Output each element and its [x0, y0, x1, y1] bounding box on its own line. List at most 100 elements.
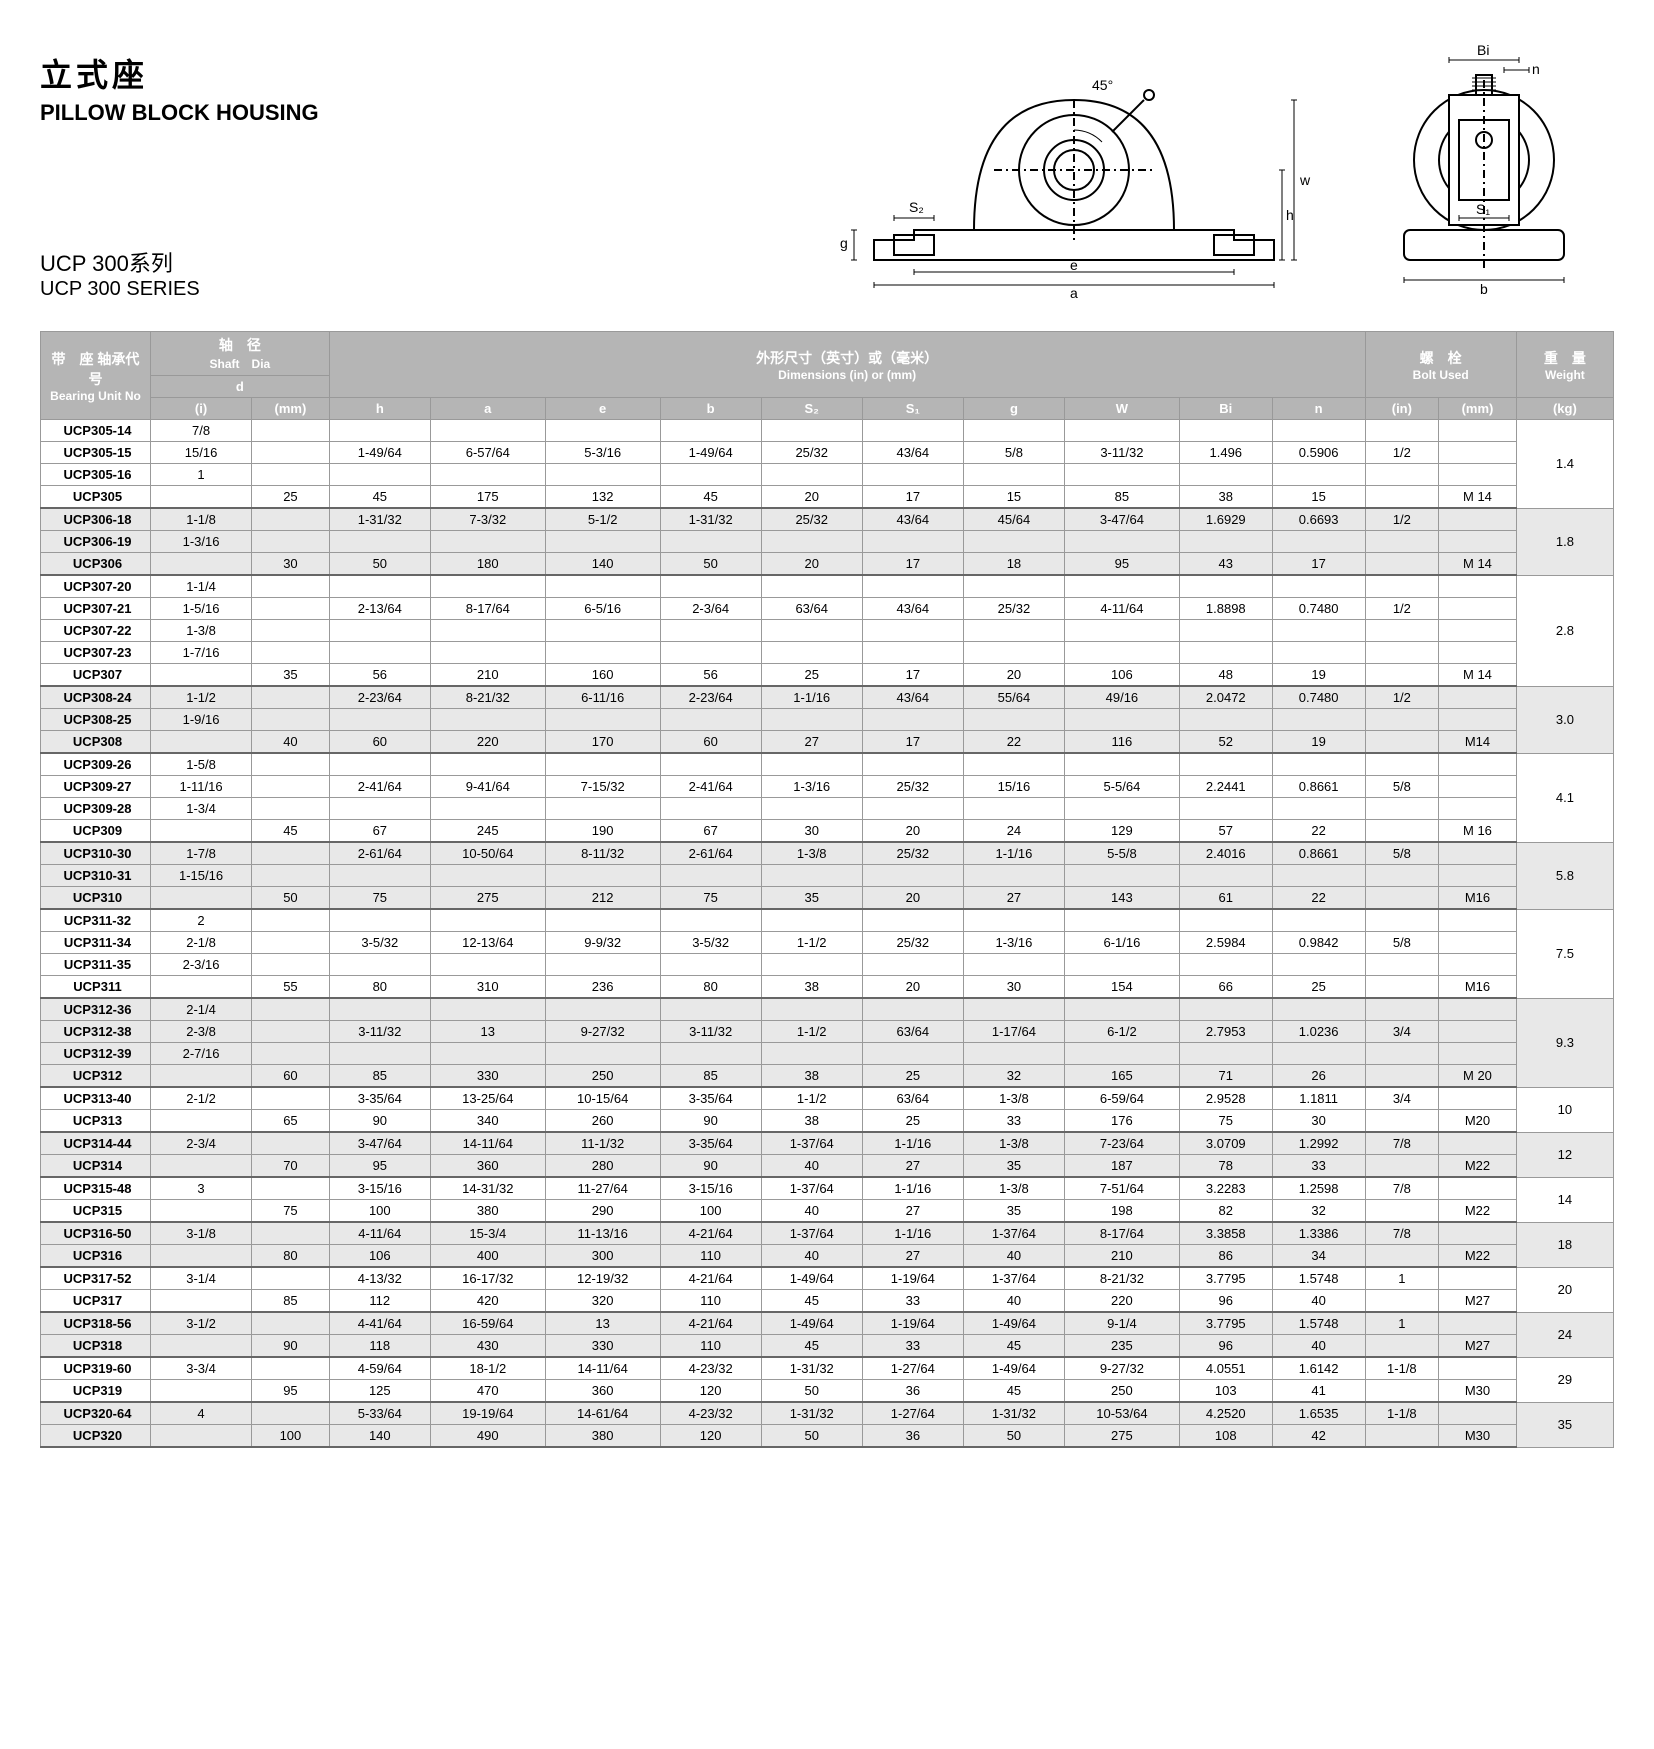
cell-s2: 1-1/2 — [761, 1021, 862, 1043]
cell-s1: 1-19/64 — [862, 1312, 963, 1335]
cell-g — [963, 998, 1064, 1021]
cell-e: 212 — [545, 887, 660, 910]
cell-bin: 3/4 — [1365, 1021, 1439, 1043]
cell-n — [1272, 531, 1365, 553]
cell-s2: 27 — [761, 731, 862, 754]
cell-in: 1-3/4 — [151, 798, 252, 820]
cell-s2 — [761, 531, 862, 553]
svg-text:n: n — [1532, 61, 1540, 77]
cell-n — [1272, 998, 1365, 1021]
cell-partno: UCP313-40 — [41, 1087, 151, 1110]
cell-mm — [252, 932, 330, 954]
cell-bi — [1179, 954, 1272, 976]
cell-n: 42 — [1272, 1425, 1365, 1448]
cell-g: 33 — [963, 1110, 1064, 1133]
cell-e — [545, 798, 660, 820]
cell-partno: UCP307-20 — [41, 575, 151, 598]
cell-b: 110 — [660, 1290, 761, 1313]
cell-e: 8-11/32 — [545, 842, 660, 865]
cell-b: 2-61/64 — [660, 842, 761, 865]
cell-n — [1272, 420, 1365, 442]
cell-bmm: M 16 — [1439, 820, 1517, 843]
cell-in: 3-1/4 — [151, 1267, 252, 1290]
cell-a — [430, 531, 545, 553]
cell-bmm — [1439, 420, 1517, 442]
cell-a: 8-17/64 — [430, 598, 545, 620]
svg-text:e: e — [1070, 257, 1078, 273]
cell-b: 3-15/16 — [660, 1177, 761, 1200]
cell-bi: 3.0709 — [1179, 1132, 1272, 1155]
table-row: UCP309-281-3/4 — [41, 798, 1614, 820]
cell-e: 170 — [545, 731, 660, 754]
cell-h — [329, 620, 430, 642]
cell-mm: 75 — [252, 1200, 330, 1223]
cell-a — [430, 464, 545, 486]
cell-n: 0.6693 — [1272, 508, 1365, 531]
cell-w: 220 — [1064, 1290, 1179, 1313]
cell-s2: 20 — [761, 553, 862, 576]
cell-in: 3-1/2 — [151, 1312, 252, 1335]
cell-weight: 10 — [1516, 1087, 1613, 1132]
cell-b — [660, 642, 761, 664]
front-view-drawing: 45° S₂ g e a w h — [834, 40, 1314, 300]
cell-n: 1.2992 — [1272, 1132, 1365, 1155]
cell-h: 45 — [329, 486, 430, 509]
cell-w: 250 — [1064, 1380, 1179, 1403]
cell-g: 40 — [963, 1245, 1064, 1268]
cell-bmm: M22 — [1439, 1245, 1517, 1268]
cell-s2 — [761, 998, 862, 1021]
cell-bin — [1365, 1335, 1439, 1358]
cell-bin: 5/8 — [1365, 776, 1439, 798]
cell-s2: 1-3/16 — [761, 776, 862, 798]
cell-in: 2-1/2 — [151, 1087, 252, 1110]
cell-s1: 25/32 — [862, 932, 963, 954]
cell-weight: 1.8 — [1516, 508, 1613, 575]
cell-partno: UCP306 — [41, 553, 151, 576]
cell-bmm — [1439, 598, 1517, 620]
cell-b: 2-3/64 — [660, 598, 761, 620]
cell-s2: 1-37/64 — [761, 1177, 862, 1200]
cell-w: 235 — [1064, 1335, 1179, 1358]
cell-h: 3-11/32 — [329, 1021, 430, 1043]
table-row: UCP307-231-7/16 — [41, 642, 1614, 664]
cell-b — [660, 998, 761, 1021]
cell-w — [1064, 1043, 1179, 1065]
cell-in: 1-7/8 — [151, 842, 252, 865]
cell-g: 55/64 — [963, 686, 1064, 709]
cell-partno: UCP311 — [41, 976, 151, 999]
cell-in: 3 — [151, 1177, 252, 1200]
cell-bi: 52 — [1179, 731, 1272, 754]
cell-b — [660, 620, 761, 642]
cell-bin: 7/8 — [1365, 1177, 1439, 1200]
table-row: UCP305-1515/161-49/646-57/645-3/161-49/6… — [41, 442, 1614, 464]
cell-bin: 5/8 — [1365, 842, 1439, 865]
col-bolt-mm: (mm) — [1439, 398, 1517, 420]
cell-s1 — [862, 1043, 963, 1065]
cell-b — [660, 798, 761, 820]
cell-g — [963, 531, 1064, 553]
cell-bin: 1/2 — [1365, 598, 1439, 620]
cell-w: 8-17/64 — [1064, 1222, 1179, 1245]
cell-s1: 43/64 — [862, 508, 963, 531]
cell-s1: 17 — [862, 731, 963, 754]
cell-bi: 96 — [1179, 1335, 1272, 1358]
cell-e: 5-3/16 — [545, 442, 660, 464]
cell-bin: 7/8 — [1365, 1222, 1439, 1245]
cell-in: 1-1/8 — [151, 508, 252, 531]
cell-h — [329, 709, 430, 731]
cell-partno: UCP307-21 — [41, 598, 151, 620]
cell-e: 300 — [545, 1245, 660, 1268]
cell-h: 80 — [329, 976, 430, 999]
cell-mm — [252, 508, 330, 531]
cell-b: 67 — [660, 820, 761, 843]
cell-b — [660, 709, 761, 731]
cell-h: 1-31/32 — [329, 508, 430, 531]
cell-partno: UCP312-38 — [41, 1021, 151, 1043]
cell-e: 11-1/32 — [545, 1132, 660, 1155]
cell-in — [151, 976, 252, 999]
cell-mm — [252, 776, 330, 798]
cell-in — [151, 1335, 252, 1358]
cell-s1: 43/64 — [862, 598, 963, 620]
cell-e: 132 — [545, 486, 660, 509]
cell-in — [151, 1290, 252, 1313]
